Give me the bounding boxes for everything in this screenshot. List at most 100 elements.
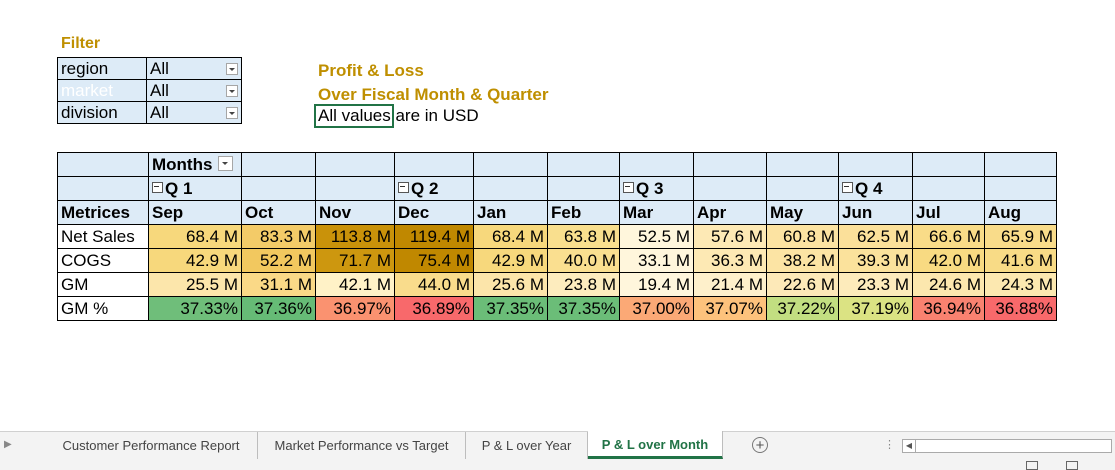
quarter-header-q2[interactable]: Q 2 [394,176,474,201]
data-cell[interactable]: 23.8 M [547,272,620,297]
data-cell[interactable]: 36.94% [912,296,985,321]
pivot-months-header-row: Months [57,152,1057,177]
data-cell[interactable]: 24.6 M [912,272,985,297]
data-cell[interactable]: 38.2 M [766,248,839,273]
month-header-sep: Sep [148,200,242,225]
data-cell[interactable]: 44.0 M [394,272,474,297]
data-cell[interactable]: 25.5 M [148,272,242,297]
chevron-down-icon[interactable] [226,63,238,75]
tab-scroll-left-icon[interactable]: ▶ [4,439,12,450]
data-cell[interactable]: 21.4 M [693,272,767,297]
data-cell[interactable]: 23.3 M [838,272,913,297]
filter-value-market: All [150,80,169,100]
data-cell[interactable]: 40.0 M [547,248,620,273]
data-cell[interactable]: 37.35% [547,296,620,321]
metric-label: COGS [57,248,149,273]
data-cell[interactable]: 41.6 M [984,248,1057,273]
data-cell[interactable]: 37.35% [473,296,548,321]
data-cell[interactable]: 36.89% [394,296,474,321]
data-cell[interactable]: 39.3 M [838,248,913,273]
page-layout-view-icon[interactable] [1066,461,1078,470]
data-cell[interactable]: 36.97% [315,296,395,321]
data-cell[interactable]: 42.9 M [473,248,548,273]
filter-label-market: market [57,79,147,102]
data-cell[interactable]: 36.88% [984,296,1057,321]
status-bar [0,459,1115,470]
month-header-oct: Oct [241,200,316,225]
quarter-cell [241,176,316,201]
data-cell[interactable]: 25.6 M [473,272,548,297]
tab-p-l-over-year[interactable]: P & L over Year [466,432,588,459]
month-header-apr: Apr [693,200,767,225]
data-cell[interactable]: 37.19% [838,296,913,321]
data-cell[interactable]: 71.7 M [315,248,395,273]
table-row: GM % 37.33% 37.36% 36.97% 36.89% 37.35% 37.35%… [57,296,1057,321]
data-cell[interactable]: 68.4 M [148,224,242,249]
filter-dropdown-region[interactable]: All [146,57,242,80]
add-sheet-icon[interactable]: + [752,437,768,453]
tab-market-performance-vs-target[interactable]: Market Performance vs Target [258,432,466,459]
filter-dropdown-division[interactable]: All [146,101,242,124]
data-cell[interactable]: 75.4 M [394,248,474,273]
months-field-header[interactable]: Months [148,152,242,177]
tab-p-l-over-month[interactable]: P & L over Month [588,431,723,459]
quarter-label: Q 3 [636,178,664,198]
data-cell[interactable]: 36.3 M [693,248,767,273]
data-cell[interactable]: 33.1 M [619,248,694,273]
collapse-icon[interactable] [152,181,163,193]
data-cell[interactable]: 42.9 M [148,248,242,273]
data-cell[interactable]: 113.8 M [315,224,395,249]
data-cell[interactable]: 19.4 M [619,272,694,297]
collapse-icon[interactable] [842,181,853,193]
pivot-table: Months Q 1 Q 2 Q 3 Q 4 Metrices Sep Oct Nov Dec… [57,152,1057,321]
horizontal-scrollbar[interactable]: ◀ [902,439,1112,453]
tab-customer-performance-report[interactable]: Customer Performance Report [45,432,258,459]
quarter-cell [912,176,985,201]
normal-view-icon[interactable] [1026,461,1038,470]
data-cell[interactable]: 62.5 M [838,224,913,249]
report-title-line2: Over Fiscal Month & Quarter [318,85,549,104]
month-header-aug: Aug [984,200,1057,225]
data-cell[interactable]: 37.07% [693,296,767,321]
data-cell[interactable]: 37.36% [241,296,316,321]
data-cell[interactable]: 119.4 M [394,224,474,249]
collapse-icon[interactable] [398,181,409,193]
data-cell[interactable]: 65.9 M [984,224,1057,249]
data-cell[interactable]: 31.1 M [241,272,316,297]
data-cell[interactable]: 60.8 M [766,224,839,249]
data-cell[interactable]: 57.6 M [693,224,767,249]
quarter-cell [315,176,395,201]
data-cell[interactable]: 83.3 M [241,224,316,249]
data-cell[interactable]: 37.00% [619,296,694,321]
scroll-left-icon[interactable]: ◀ [903,440,916,452]
chevron-down-icon[interactable] [226,107,238,119]
data-cell[interactable]: 22.6 M [766,272,839,297]
quarter-header-q1[interactable]: Q 1 [148,176,242,201]
data-cell[interactable]: 37.33% [148,296,242,321]
table-row: COGS 42.9 M 52.2 M 71.7 M 75.4 M 42.9 M 40.0 M… [57,248,1057,273]
chevron-down-icon[interactable] [218,155,234,171]
data-cell[interactable]: 63.8 M [547,224,620,249]
month-header-nov: Nov [315,200,395,225]
data-cell[interactable]: 42.0 M [912,248,985,273]
filter-dropdown-market[interactable]: All [146,79,242,102]
pivot-quarter-header-row: Q 1 Q 2 Q 3 Q 4 [57,176,1057,201]
data-cell[interactable]: 66.6 M [912,224,985,249]
month-header-dec: Dec [394,200,474,225]
chevron-down-icon[interactable] [226,85,238,97]
more-icon: ⋮ [884,439,895,451]
data-cell[interactable]: 52.5 M [619,224,694,249]
quarter-header-q4[interactable]: Q 4 [838,176,913,201]
data-cell[interactable]: 52.2 M [241,248,316,273]
data-cell[interactable]: 37.22% [766,296,839,321]
report-note[interactable]: All values are in USD [318,106,479,125]
quarter-header-q3[interactable]: Q 3 [619,176,694,201]
table-row: Net Sales 68.4 M 83.3 M 113.8 M 119.4 M 68.4 … [57,224,1057,249]
data-cell[interactable]: 24.3 M [984,272,1057,297]
table-row: GM 25.5 M 31.1 M 42.1 M 44.0 M 25.6 M 23.8 M 19… [57,272,1057,297]
month-header-mar: Mar [619,200,694,225]
collapse-icon[interactable] [623,181,634,193]
data-cell[interactable]: 68.4 M [473,224,548,249]
data-cell[interactable]: 42.1 M [315,272,395,297]
filter-row-market: market All [57,79,242,102]
